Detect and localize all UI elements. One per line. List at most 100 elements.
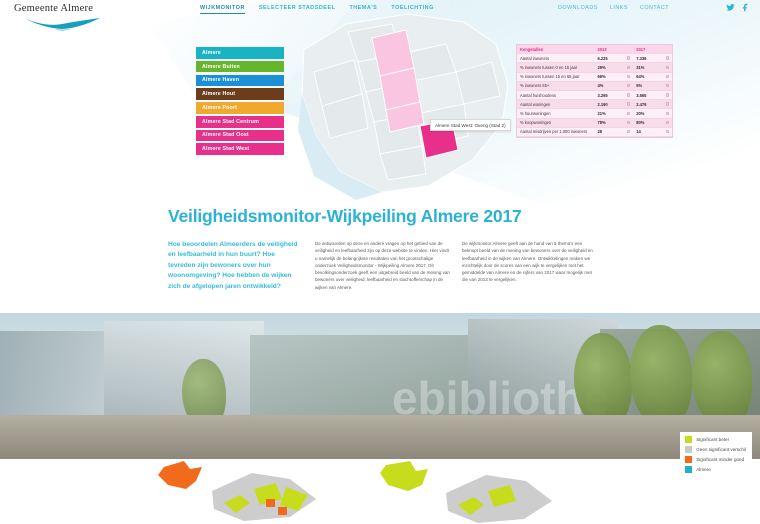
info-icon[interactable] bbox=[623, 108, 634, 119]
info-icon[interactable] bbox=[623, 72, 634, 82]
stat-value-2017: 7.336 bbox=[633, 53, 663, 64]
info-icon[interactable] bbox=[662, 81, 672, 91]
stat-label: % koopwoningen bbox=[517, 118, 595, 128]
info-icon[interactable] bbox=[662, 99, 672, 110]
legend-label: Significant minder goed bbox=[696, 457, 745, 462]
info-icon[interactable] bbox=[662, 62, 672, 73]
stat-value-2013: 3.265 bbox=[594, 90, 624, 101]
thumb-right-green-shapes bbox=[458, 485, 516, 515]
info-icon[interactable] bbox=[623, 127, 634, 137]
hero-tree bbox=[574, 333, 632, 429]
info-icon[interactable] bbox=[662, 118, 672, 128]
map-selected-area[interactable] bbox=[371, 29, 425, 133]
info-icon[interactable] bbox=[662, 90, 672, 101]
table-row: Aantal inwoners 6.225 7.336 bbox=[517, 53, 672, 64]
hero-plaza bbox=[0, 415, 760, 459]
table-row: Aantal huishoudens 3.265 3.565 bbox=[517, 90, 672, 101]
legend-item-geen-significant-verschil: Geen significant verschil bbox=[685, 446, 746, 453]
facebook-icon[interactable] bbox=[741, 3, 750, 12]
map-legend: Significant beter Geen significant versc… bbox=[680, 432, 752, 477]
site-header: Gemeente Almere WIJKMONITOR SELECTEER ST… bbox=[0, 0, 760, 34]
nav-item-wijkmonitor[interactable]: WIJKMONITOR bbox=[200, 5, 245, 14]
thumb-left-orange-shape[interactable] bbox=[158, 461, 202, 489]
district-item-almere-haven[interactable]: Almere Haven bbox=[196, 74, 284, 87]
table-row: % koopwoningen 78% 80% bbox=[517, 118, 672, 128]
legend-item-almere: Almere bbox=[685, 466, 746, 473]
thumb-left[interactable] bbox=[140, 459, 350, 524]
district-label: Almere Haven bbox=[202, 77, 240, 84]
thumb-right[interactable] bbox=[360, 459, 580, 524]
district-item-almere-stad-oost[interactable]: Almere Stad Oost bbox=[196, 129, 284, 142]
social-links bbox=[726, 3, 750, 12]
district-item-almere-stad-centrum[interactable]: Almere Stad Centrum bbox=[196, 115, 284, 128]
almere-swoosh-icon bbox=[26, 18, 100, 31]
stat-value-2017: 14 bbox=[633, 127, 663, 137]
main-navigation: WIJKMONITOR SELECTEER STADSDEEL THEMA'S … bbox=[200, 5, 434, 14]
stat-value-2017: 80% bbox=[633, 118, 663, 128]
hero-photo: ebibliothe bbox=[0, 313, 760, 459]
map-water bbox=[298, 94, 382, 200]
table-row: % huurwoningen 21% 20% bbox=[517, 108, 672, 119]
hero-watermark-text: ebibliothe bbox=[392, 372, 610, 424]
info-icon[interactable] bbox=[623, 53, 634, 64]
district-label: Almere bbox=[202, 49, 221, 56]
legend-label: Almere bbox=[696, 467, 711, 472]
district-label: Almere Buiten bbox=[202, 63, 240, 70]
nav-item-contact[interactable]: CONTACT bbox=[639, 5, 670, 11]
info-icon[interactable] bbox=[623, 118, 634, 128]
stat-label: % inwoners 65+ bbox=[517, 81, 595, 91]
legend-swatch bbox=[685, 446, 693, 453]
info-icon[interactable] bbox=[623, 90, 634, 101]
nav-item-toelichting[interactable]: TOELICHTING bbox=[391, 5, 434, 11]
district-item-almere-poort[interactable]: Almere Poort bbox=[196, 102, 284, 114]
stats-col-icon-2013 bbox=[623, 45, 634, 55]
nav-item-links[interactable]: LINKS bbox=[609, 5, 628, 11]
legend-swatch bbox=[685, 436, 693, 443]
info-icon[interactable] bbox=[662, 127, 672, 137]
stat-label: Aantal huishoudens bbox=[517, 90, 595, 101]
intro-columns: Hoe beoordelen Almeerders de veiligheid … bbox=[168, 240, 598, 292]
map-svg[interactable] bbox=[296, 10, 526, 205]
info-icon[interactable] bbox=[662, 72, 672, 82]
info-icon[interactable] bbox=[623, 81, 634, 91]
stat-value-2017: 31% bbox=[633, 62, 663, 73]
stats-table: Kengetallen 2013 2017 Aantal inwoners 6.… bbox=[517, 45, 672, 137]
district-list: Almere Almere Buiten Almere Haven Almere… bbox=[196, 47, 284, 157]
hero-watermark: ebibliothe bbox=[0, 313, 760, 459]
stat-value-2013: 78% bbox=[594, 118, 624, 128]
nav-item-themas[interactable]: THEMA'S bbox=[349, 5, 378, 11]
stats-col-icon-2017 bbox=[662, 45, 672, 55]
page-title: Veiligheidsmonitor-Wijkpeiling Almere 20… bbox=[168, 206, 522, 226]
legend-item-significant-minder-goed: Significant minder goed bbox=[685, 456, 746, 463]
stats-table-head: Kengetallen 2013 2017 bbox=[517, 45, 672, 55]
district-item-almere-stad-west[interactable]: Almere Stad West bbox=[196, 143, 284, 156]
district-label: Almere Stad Oost bbox=[202, 132, 249, 139]
district-item-almere-hout[interactable]: Almere Hout bbox=[196, 88, 284, 100]
stat-value-2017: 2.479 bbox=[633, 99, 663, 110]
stat-value-2013: 21% bbox=[594, 108, 624, 119]
logo[interactable]: Gemeente Almere bbox=[14, 3, 144, 31]
twitter-icon[interactable] bbox=[726, 3, 735, 12]
legend-swatch bbox=[685, 456, 693, 463]
info-icon[interactable] bbox=[623, 62, 634, 73]
info-icon[interactable] bbox=[662, 108, 672, 119]
intro-body-left: De antwoorden op deze en andere vragen o… bbox=[315, 241, 450, 290]
info-icon[interactable] bbox=[662, 53, 672, 64]
district-item-almere-buiten[interactable]: Almere Buiten bbox=[196, 60, 284, 73]
table-row: % inwoners 65+ 4% 5% bbox=[517, 81, 672, 91]
stat-value-2013: 2.190 bbox=[594, 99, 624, 110]
stat-value-2013: 29% bbox=[594, 62, 624, 73]
district-item-almere[interactable]: Almere bbox=[196, 47, 284, 59]
legend-label: Significant beter bbox=[696, 437, 730, 442]
thumb-right-green-shape[interactable] bbox=[380, 461, 428, 491]
stats-header-row: Kengetallen 2013 2017 bbox=[517, 45, 672, 55]
utility-navigation: DOWNLOADS LINKS CONTACT bbox=[558, 5, 669, 11]
bottom-map-thumbnails bbox=[0, 459, 760, 524]
nav-item-selecteer-stadsdeel[interactable]: SELECTEER STADSDEEL bbox=[258, 5, 336, 11]
table-row: % inwoners tussen 0 en 15 jaar 29% 31% bbox=[517, 62, 672, 73]
nav-item-downloads[interactable]: DOWNLOADS bbox=[558, 5, 598, 11]
logo-text: Gemeente Almere bbox=[14, 3, 94, 14]
info-icon[interactable] bbox=[623, 99, 634, 110]
almere-map[interactable] bbox=[296, 10, 526, 205]
